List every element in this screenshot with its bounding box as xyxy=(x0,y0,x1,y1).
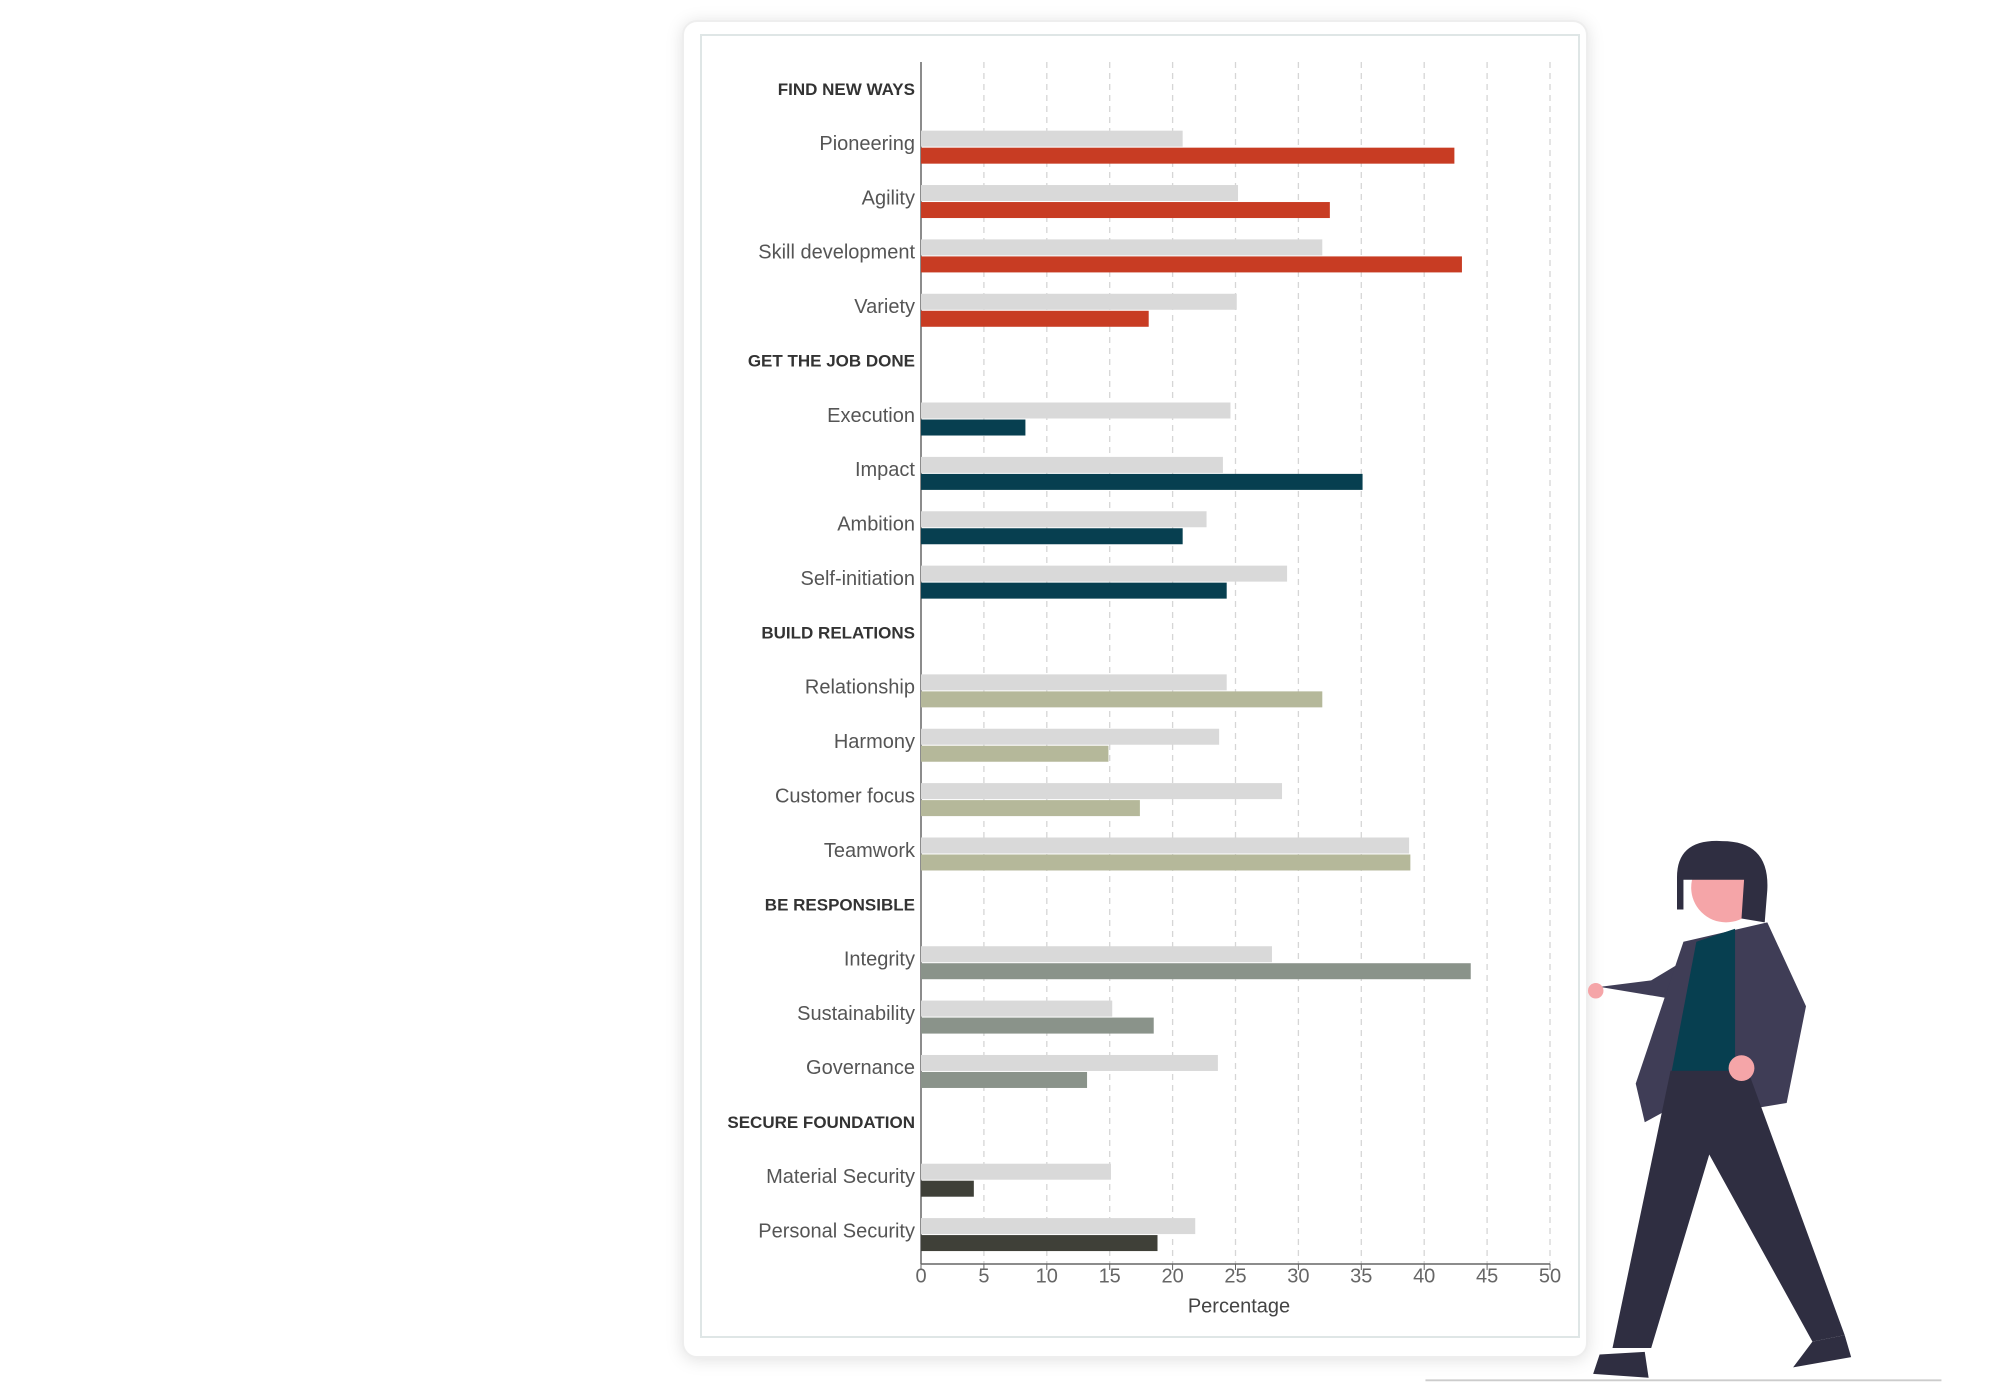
reference-bar xyxy=(921,728,1220,745)
bar xyxy=(921,800,1140,817)
category-label: Impact xyxy=(855,459,915,481)
x-tick-label: 10 xyxy=(1036,1265,1058,1287)
category-label: Customer focus xyxy=(775,785,915,807)
bar xyxy=(921,147,1455,164)
reference-bar xyxy=(921,837,1410,854)
bar xyxy=(921,473,1363,490)
bar xyxy=(921,310,1149,327)
reference-bar xyxy=(921,565,1288,582)
reference-bar xyxy=(921,185,1239,202)
group-header: BE RESPONSIBLE xyxy=(765,895,915,914)
reference-bar xyxy=(921,239,1323,256)
x-tick-label: 5 xyxy=(978,1265,989,1287)
bar xyxy=(921,582,1227,599)
category-label: Self-initiation xyxy=(800,568,915,590)
category-label: Ambition xyxy=(837,514,915,536)
reference-bar xyxy=(921,1163,1111,1180)
category-label: Relationship xyxy=(805,677,915,699)
reference-bar xyxy=(921,130,1183,147)
bar xyxy=(921,256,1462,273)
bar xyxy=(921,854,1411,871)
reference-bar xyxy=(921,1000,1113,1017)
bar xyxy=(921,1017,1154,1034)
bar xyxy=(921,691,1323,708)
x-tick-label: 35 xyxy=(1350,1265,1372,1287)
x-tick-label: 25 xyxy=(1224,1265,1246,1287)
category-label: Harmony xyxy=(834,731,915,753)
x-axis-title: Percentage xyxy=(1188,1295,1290,1317)
bar xyxy=(921,1180,974,1197)
bar xyxy=(921,963,1471,980)
reference-bar xyxy=(921,456,1223,473)
reference-bar xyxy=(921,402,1231,419)
reference-bar xyxy=(921,674,1227,691)
reference-bar xyxy=(921,1054,1218,1071)
category-label: Teamwork xyxy=(824,840,916,862)
bar xyxy=(921,202,1330,219)
x-tick-label: 15 xyxy=(1099,1265,1121,1287)
reference-bar xyxy=(921,1218,1196,1235)
bar xyxy=(921,419,1026,436)
plot: 0 5 10 15 20 25 30 35 40 45 50 FIND NEW WAYS Pioneer… xyxy=(727,62,1561,1287)
x-tick-label: 20 xyxy=(1161,1265,1183,1287)
group-header: GET THE JOB DONE xyxy=(748,352,915,371)
category-label: Pioneering xyxy=(819,133,915,155)
bar xyxy=(921,1071,1088,1088)
category-label: Sustainability xyxy=(797,1003,915,1025)
bar xyxy=(921,1235,1158,1252)
category-label: Material Security xyxy=(766,1166,915,1188)
category-label: Variety xyxy=(854,296,915,318)
category-label: Governance xyxy=(806,1057,915,1079)
bar xyxy=(921,745,1109,762)
x-tick-label: 40 xyxy=(1413,1265,1435,1287)
category-label: Agility xyxy=(862,187,915,209)
reference-bar xyxy=(921,293,1237,310)
category-label: Personal Security xyxy=(758,1220,915,1242)
category-label: Integrity xyxy=(844,949,915,971)
x-tick-label: 0 xyxy=(915,1265,926,1287)
x-tick-label: 45 xyxy=(1476,1265,1498,1287)
category-label: Skill development xyxy=(758,242,915,264)
x-tick-label: 30 xyxy=(1287,1265,1309,1287)
group-header: BUILD RELATIONS xyxy=(761,623,915,642)
reference-bar xyxy=(921,511,1207,528)
x-tick-label: 50 xyxy=(1539,1265,1561,1287)
bar xyxy=(921,528,1183,545)
illustration xyxy=(1425,840,1942,1382)
category-label: Execution xyxy=(827,405,915,427)
card-inner-border xyxy=(700,34,1580,1338)
reference-bar xyxy=(921,946,1272,963)
reference-bar xyxy=(921,783,1283,800)
group-header: SECURE FOUNDATION xyxy=(727,1113,915,1132)
group-header: FIND NEW WAYS xyxy=(778,80,915,99)
